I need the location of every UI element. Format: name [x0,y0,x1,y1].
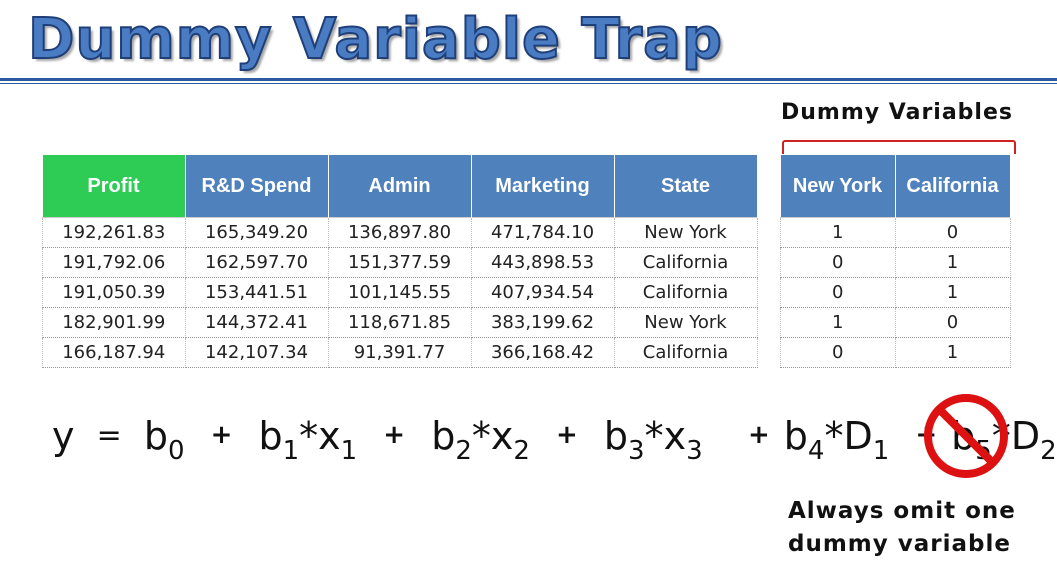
eq-b: b [431,414,456,458]
table-row: 0 1 [780,277,1011,308]
eq-plus: + [556,420,578,450]
table-row: 1 0 [780,217,1011,248]
cell-rd-spend: 165,349.20 [184,217,329,248]
table-row: 191,050.39 153,441.51 101,145.55 407,934… [42,277,758,308]
eq-sub: 1 [872,436,890,466]
cell-state: California [613,337,758,368]
cell-state: California [613,277,758,308]
cell-rd-spend: 142,107.34 [184,337,329,368]
eq-b: b [603,414,629,458]
header-admin: Admin [328,155,472,218]
dataset-header-row: Profit R&D Spend Admin Marketing State [42,155,758,218]
prohibition-icon [924,394,1008,478]
eq-equals: = [96,418,122,453]
cell-new-york: 0 [780,277,896,308]
cell-california: 0 [894,217,1011,248]
dummy-variables-table: New York California 1 0 0 1 0 1 1 0 0 1 [780,155,1011,368]
eq-star: * [824,414,844,458]
cell-marketing: 407,934.54 [470,277,615,308]
table-row: 0 1 [780,337,1011,368]
eq-plus: + [383,420,406,450]
dummy-header-row: New York California [780,155,1011,218]
cell-admin: 101,145.55 [327,277,472,308]
eq-sub: 1 [340,436,358,466]
header-new-york: New York [780,155,896,218]
omit-note-line1: Always omit one [788,498,1016,524]
table-row: 191,792.06 162,597.70 151,377.59 443,898… [42,247,758,278]
table-row: 1 0 [780,307,1011,338]
cell-profit: 166,187.94 [42,337,186,368]
cell-rd-spend: 153,441.51 [184,277,329,308]
cell-california: 0 [894,307,1011,338]
cell-new-york: 1 [780,217,896,248]
cell-profit: 191,792.06 [42,247,186,278]
eq-b: b [143,414,168,458]
title-underline [0,78,1057,81]
eq-plus: + [748,420,770,450]
eq-x: x [490,414,514,458]
cell-profit: 182,901.99 [42,307,186,338]
eq-x: x [318,414,341,458]
eq-sub: 3 [686,436,703,466]
table-row: 192,261.83 165,349.20 136,897.80 471,784… [42,217,758,248]
cell-new-york: 0 [780,247,896,278]
cell-state: New York [613,217,758,248]
cell-admin: 118,671.85 [327,307,472,338]
eq-sub: 3 [628,436,645,466]
eq-b: b [258,414,283,458]
header-marketing: Marketing [471,155,615,218]
cell-admin: 136,897.80 [327,217,472,248]
header-state: State [614,155,758,218]
eq-star: * [471,414,491,458]
eq-plus: + [210,420,233,450]
dummy-variables-label: Dummy Variables [781,100,1013,125]
eq-b: b [783,414,808,458]
cell-admin: 91,391.77 [327,337,472,368]
cell-state: New York [613,307,758,338]
regression-equation-left: y = b0 + b1*x1 + b2*x2 + b3*x3 [52,414,703,466]
cell-marketing: 443,898.53 [470,247,615,278]
cell-california: 1 [894,247,1011,278]
eq-sub: 0 [167,436,185,466]
table-row: 166,187.94 142,107.34 91,391.77 366,168.… [42,337,758,368]
header-rd-spend: R&D Spend [185,155,329,218]
cell-marketing: 383,199.62 [470,307,615,338]
title-underline-thin [0,83,1057,84]
cell-marketing: 366,168.42 [470,337,615,368]
omit-note: Always omit one dummy variable [788,495,1016,561]
eq-d: D [1010,414,1041,458]
eq-d: D [843,414,873,458]
cell-rd-spend: 162,597.70 [184,247,329,278]
omit-note-line2: dummy variable [788,531,1011,557]
eq-star: * [644,414,664,458]
dummy-variables-bracket [782,140,1016,154]
cell-california: 1 [894,337,1011,368]
cell-profit: 191,050.39 [42,277,186,308]
eq-x: x [663,414,687,458]
eq-sub: 2 [513,436,530,466]
cell-new-york: 0 [780,337,896,368]
cell-admin: 151,377.59 [327,247,472,278]
cell-profit: 192,261.83 [42,217,186,248]
dataset-table: Profit R&D Spend Admin Marketing State 1… [42,155,758,368]
table-row: 0 1 [780,247,1011,278]
page-title: Dummy Variable Trap [27,6,724,73]
header-california: California [895,155,1011,218]
table-row: 182,901.99 144,372.41 118,671.85 383,199… [42,307,758,338]
eq-y: y [52,414,75,458]
cell-rd-spend: 144,372.41 [184,307,329,338]
cell-state: California [613,247,758,278]
cell-marketing: 471,784.10 [470,217,615,248]
eq-sub: 4 [807,436,825,466]
cell-new-york: 1 [780,307,896,338]
eq-sub: 1 [282,436,300,466]
cell-california: 1 [894,277,1011,308]
header-profit: Profit [42,155,186,218]
eq-sub: 2 [455,436,472,466]
eq-sub: 2 [1040,436,1057,466]
regression-equation-right: +b4*D1 +b5*D2 [748,414,1057,466]
eq-star: * [299,414,319,458]
